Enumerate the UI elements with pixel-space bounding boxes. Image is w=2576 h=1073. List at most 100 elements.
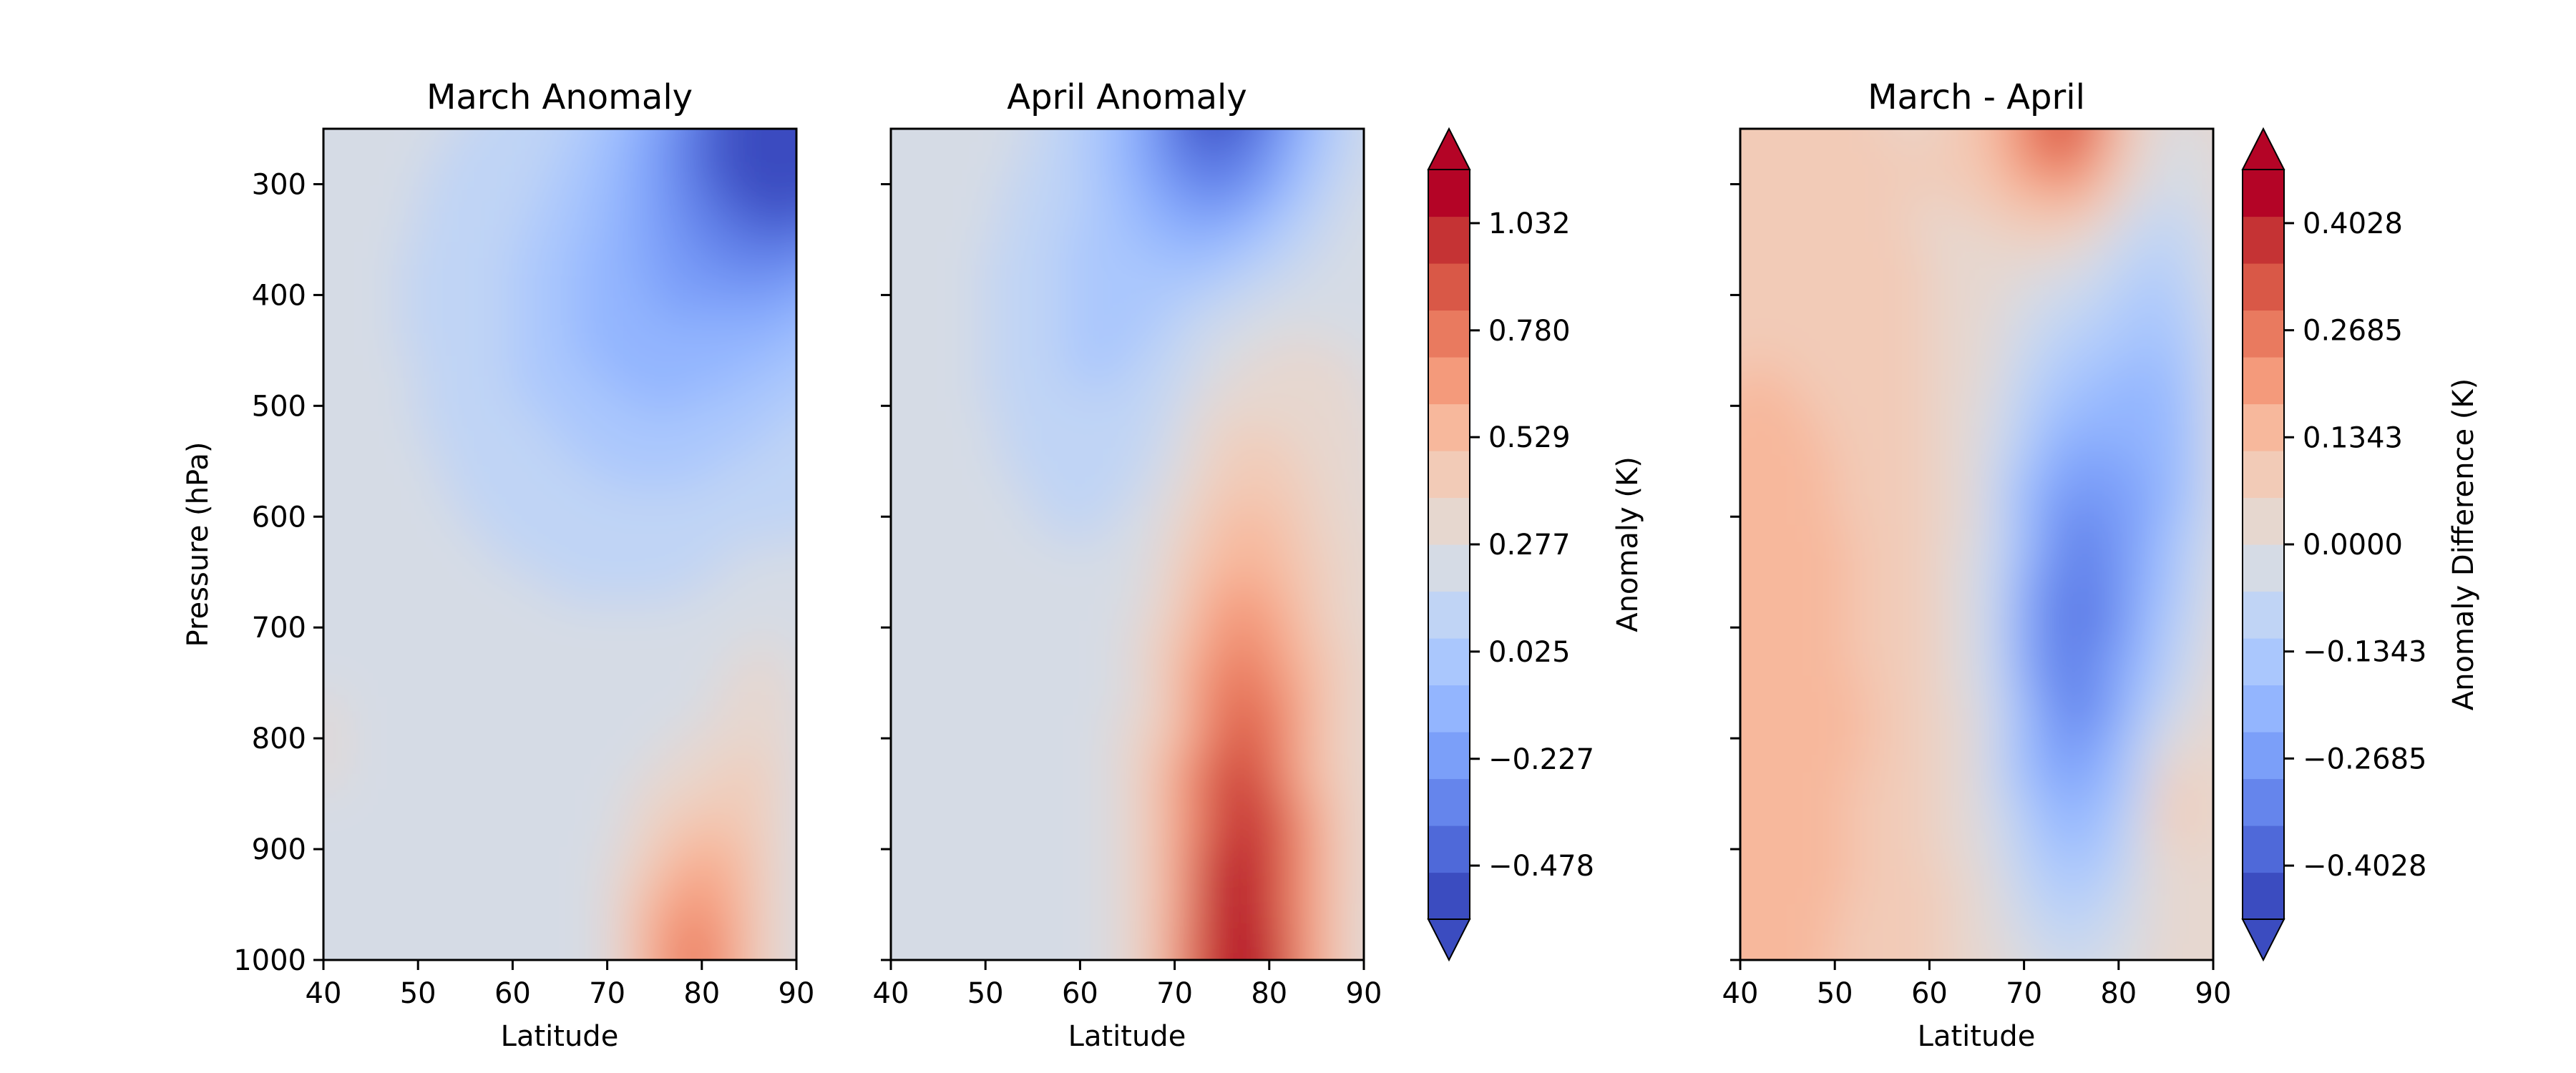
- april-field-cell: [922, 336, 940, 356]
- diff-field-cell: [1945, 185, 1962, 205]
- march-field-cell: [386, 544, 404, 564]
- april-field-cell: [1395, 318, 1412, 337]
- march-field-cell: [844, 582, 860, 602]
- april-field-cell: [1127, 412, 1144, 432]
- march-field-cell: [844, 601, 860, 620]
- march-field-cell: [654, 506, 671, 526]
- april-field-cell: [828, 582, 844, 602]
- april-field-cell: [1206, 431, 1223, 451]
- diff-field-cell: [1882, 714, 1899, 735]
- diff-field-cell: [1866, 147, 1883, 167]
- march-field-cell: [591, 298, 608, 319]
- april-field-cell: [1316, 752, 1333, 772]
- diff-field-cell: [1898, 790, 1915, 810]
- april-field-cell: [859, 337, 876, 356]
- april-field-cell: [844, 469, 860, 488]
- april-field-cell: [985, 846, 1002, 866]
- april-field-cell: [1001, 1016, 1018, 1036]
- april-field-cell: [1348, 469, 1364, 489]
- march-field-cell: [623, 790, 640, 810]
- march-field-cell: [323, 903, 340, 923]
- april-field-cell: [1364, 790, 1380, 809]
- april-field-cell: [1158, 469, 1176, 489]
- march-field-cell: [748, 487, 766, 508]
- april-field-cell: [1411, 979, 1428, 998]
- march-field-cell: [292, 91, 308, 110]
- march-field-cell: [718, 72, 734, 92]
- april-field-cell: [1048, 714, 1065, 735]
- april-field-cell: [954, 941, 971, 960]
- april-field-cell: [907, 487, 923, 508]
- april-field-cell: [1001, 619, 1018, 640]
- april-field-cell: [1174, 450, 1191, 470]
- march-field-cell: [828, 205, 844, 224]
- diff-field-cell: [1756, 336, 1772, 356]
- april-field-cell: [1033, 166, 1050, 187]
- march-field-cell: [607, 770, 624, 791]
- march-field-cell: [323, 280, 324, 300]
- march-field-cell: [812, 922, 829, 941]
- march-field-cell: [764, 846, 781, 866]
- march-field-cell: [575, 147, 592, 167]
- april-field-cell: [1190, 941, 1207, 960]
- march-field-cell: [260, 356, 277, 375]
- diff-field-cell: [1787, 336, 1805, 356]
- march-field-cell: [544, 469, 561, 489]
- march-field-cell: [701, 487, 718, 508]
- april-field-cell: [1033, 676, 1050, 697]
- march-field-cell: [386, 733, 404, 753]
- colorbar-anomaly-bands: [1427, 127, 1471, 962]
- april-field-cell: [1206, 336, 1223, 356]
- diff-field-cell: [1772, 260, 1789, 281]
- march-field-cell: [402, 601, 419, 621]
- diff-field-cell: [1835, 298, 1852, 319]
- march-field-cell: [276, 544, 293, 564]
- march-field-cell: [844, 412, 860, 431]
- march-field-cell: [607, 866, 624, 886]
- diff-field-cell: [1693, 922, 1709, 941]
- march-field-cell: [292, 771, 308, 790]
- march-field-cell: [339, 903, 356, 923]
- april-field-cell: [1174, 242, 1191, 262]
- diff-field-cell: [1898, 563, 1915, 583]
- april-field-cell: [1174, 487, 1191, 508]
- diff-field-cell: [1709, 544, 1725, 564]
- april-field-cell: [859, 167, 876, 186]
- march-field-cell: [844, 941, 860, 961]
- march-field-cell: [276, 242, 293, 262]
- april-field-cell: [1380, 53, 1396, 72]
- april-field-cell: [1080, 223, 1097, 243]
- march-field-cell: [371, 601, 388, 621]
- march-field-cell: [654, 223, 671, 243]
- march-field-cell: [355, 129, 372, 149]
- april-field-cell: [891, 525, 892, 545]
- march-field-cell: [386, 431, 404, 451]
- april-field-cell: [1033, 657, 1050, 677]
- april-field-cell: [1017, 223, 1034, 243]
- diff-field-cell: [1913, 280, 1931, 300]
- march-field-cell: [371, 91, 387, 110]
- april-field-cell: [1048, 336, 1065, 356]
- march-field-cell: [497, 53, 513, 72]
- diff-field-cell: [1787, 260, 1805, 281]
- diff-field-cell: [1677, 506, 1694, 526]
- diff-field-cell: [1740, 525, 1757, 545]
- april-field-cell: [1316, 676, 1333, 697]
- april-field-cell: [859, 582, 876, 602]
- diff-field-cell: [1882, 770, 1899, 791]
- april-field-cell: [828, 733, 844, 753]
- diff-field-cell: [1866, 355, 1883, 376]
- april-field-cell: [1048, 619, 1065, 640]
- march-field-cell: [607, 601, 624, 621]
- march-field-cell: [591, 147, 608, 167]
- march-field-cell: [701, 922, 718, 942]
- april-field-cell: [985, 582, 1002, 602]
- march-field-cell: [402, 846, 419, 866]
- april-field-cell: [1174, 469, 1191, 489]
- april-field-cell: [922, 903, 940, 923]
- march-field-cell: [434, 752, 451, 772]
- diff-field-cell: [1740, 639, 1757, 659]
- april-field-cell: [1364, 563, 1380, 582]
- march-field-cell: [638, 903, 655, 923]
- diff-field-cell: [1693, 866, 1709, 885]
